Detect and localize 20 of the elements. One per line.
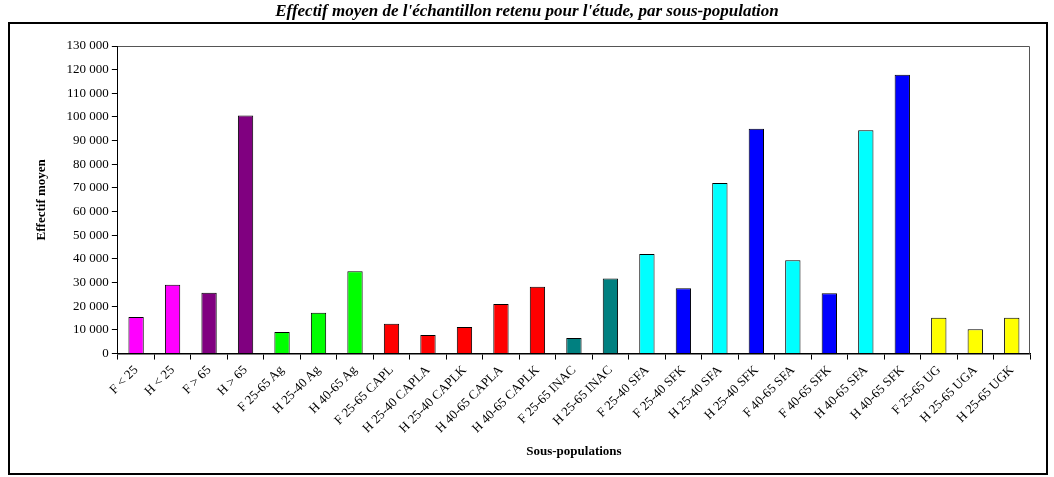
x-axis-title: Sous-populations <box>526 442 622 458</box>
y-tick-label: 20 000 <box>73 297 109 313</box>
y-tick-label: 100 000 <box>66 108 109 124</box>
y-tick-label: 120 000 <box>66 61 109 77</box>
y-tick-label: 0 <box>102 344 109 360</box>
y-tick-label: 80 000 <box>73 155 109 171</box>
y-tick-label: 70 000 <box>73 179 109 195</box>
y-tick-label: 30 000 <box>73 274 109 289</box>
y-tick-label: 90 000 <box>73 132 109 148</box>
y-tick-label: 50 000 <box>73 226 109 242</box>
y-tick-label: 60 000 <box>73 203 109 219</box>
y-tick-label: 130 000 <box>66 37 109 53</box>
chart-title: Effectif moyen de l'échantillon retenu pour l'étude, par sous-population <box>274 0 780 22</box>
x-tick-label: H < 25 <box>140 362 178 399</box>
y-axis-title: Effectif moyen <box>33 158 49 241</box>
y-tick-label: 40 000 <box>73 250 109 266</box>
x-tick-label: F > 65 <box>178 362 214 397</box>
y-tick-label: 110 000 <box>67 84 109 100</box>
y-tick-label: 10 000 <box>73 321 109 337</box>
x-tick-label: F < 25 <box>105 362 141 397</box>
